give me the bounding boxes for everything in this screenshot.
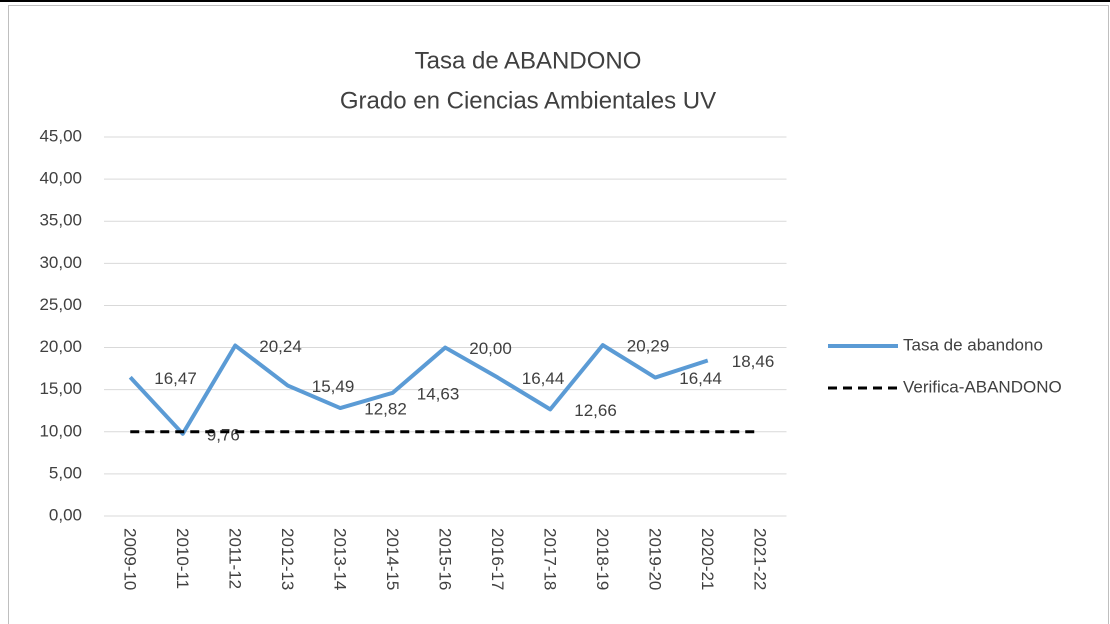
data-label: 20,24: [259, 337, 302, 356]
y-tick-label: 15,00: [39, 379, 82, 398]
x-tick-label: 2014-15: [383, 528, 402, 590]
data-label: 14,63: [417, 384, 460, 403]
x-tick-label: 2019-20: [645, 528, 664, 590]
x-tick-label: 2013-14: [330, 528, 349, 590]
data-label: 20,29: [627, 337, 670, 356]
y-tick-label: 40,00: [39, 169, 82, 188]
x-tick-label: 2020-21: [698, 528, 717, 590]
y-tick-label: 45,00: [39, 126, 82, 145]
chart-title: Tasa de ABANDONO: [415, 47, 642, 74]
data-label: 15,49: [312, 377, 355, 396]
x-tick-label: 2009-10: [120, 528, 139, 590]
x-tick-label: 2011-12: [225, 528, 244, 589]
data-label: 12,82: [364, 400, 407, 419]
data-label: 12,66: [574, 401, 617, 420]
data-label: 20,00: [469, 339, 512, 358]
data-label: 16,47: [154, 369, 197, 388]
legend-label: Tasa de abandono: [903, 335, 1043, 354]
x-tick-label: 2017-18: [540, 528, 559, 590]
y-tick-label: 0,00: [49, 505, 82, 524]
legend-label: Verifica-ABANDONO: [903, 377, 1062, 396]
y-tick-label: 10,00: [39, 421, 82, 440]
x-tick-label: 2018-19: [593, 528, 612, 590]
y-tick-label: 20,00: [39, 337, 82, 356]
y-tick-label: 5,00: [49, 463, 82, 482]
y-tick-label: 25,00: [39, 295, 82, 314]
data-label: 16,44: [679, 369, 722, 388]
x-tick-label: 2015-16: [435, 528, 454, 590]
chart-subtitle: Grado en Ciencias Ambientales UV: [340, 87, 716, 114]
x-tick-label: 2016-17: [488, 528, 507, 590]
y-tick-label: 30,00: [39, 253, 82, 272]
series-line: [128, 343, 709, 436]
data-label: 16,44: [522, 369, 565, 388]
data-label: 9,76: [207, 425, 240, 444]
x-tick-label: 2021-22: [750, 528, 769, 590]
data-label: 18,46: [732, 352, 775, 371]
x-tick-label: 2012-13: [278, 528, 297, 590]
x-tick-label: 2010-11: [173, 528, 192, 589]
y-tick-label: 35,00: [39, 211, 82, 230]
chart-frame: [8, 5, 1109, 624]
